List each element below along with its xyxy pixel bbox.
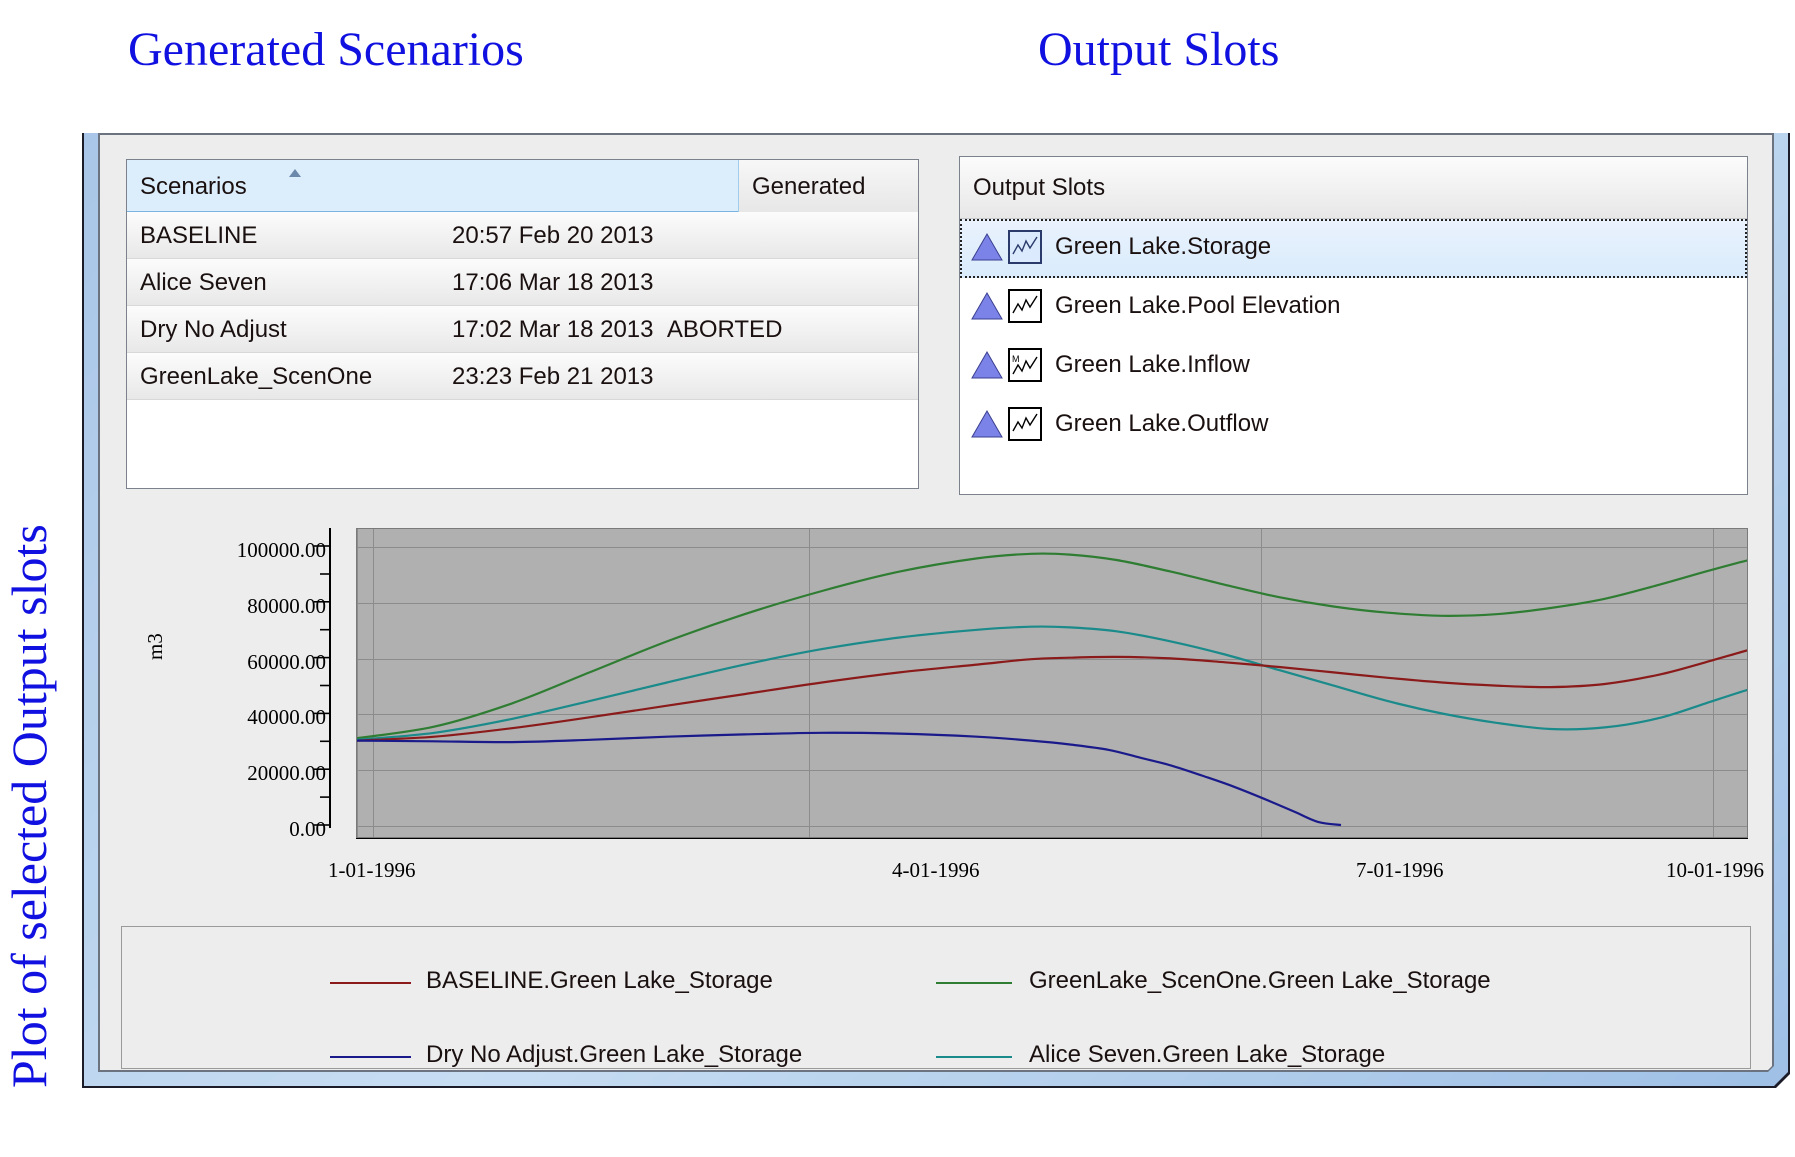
- svg-text:M: M: [1012, 354, 1020, 364]
